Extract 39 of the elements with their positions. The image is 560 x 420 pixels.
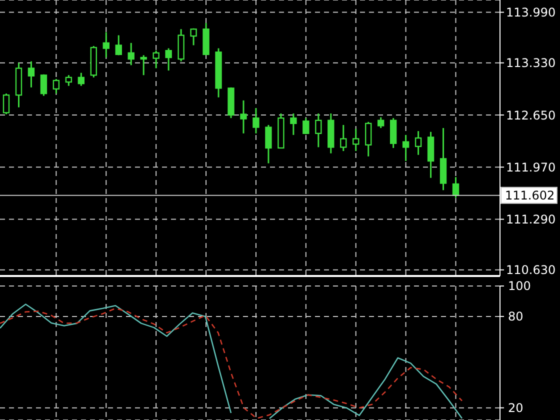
y-tick-label: 20 (508, 400, 524, 415)
candlestick (115, 34, 122, 56)
candlestick (290, 112, 297, 136)
candlestick (427, 131, 434, 179)
candlestick (102, 31, 110, 58)
candlestick (78, 72, 85, 87)
candlestick (128, 42, 134, 66)
candlestick (2, 92, 10, 115)
y-tick-label: 80 (508, 309, 524, 324)
candlestick (28, 60, 35, 88)
y-tick-label: 112.650 (506, 108, 556, 122)
candlestick (402, 134, 410, 162)
candlestick (302, 117, 310, 135)
candlestick (152, 50, 160, 69)
y-tick-label: 113.330 (506, 56, 556, 70)
candlestick (252, 107, 260, 134)
candlestick (452, 176, 460, 199)
candlestick (265, 124, 272, 164)
y-tick-label: 110.630 (506, 263, 556, 278)
y-tick-label: 113.990 (506, 6, 556, 20)
y-tick-label: 111.290 (506, 212, 556, 227)
ref-line-label: 111.602 (505, 188, 555, 202)
candlestick (178, 28, 184, 62)
candlestick (190, 28, 197, 46)
y-tick-label: 100 (508, 279, 531, 293)
candlestick (240, 100, 247, 134)
candlestick (315, 112, 322, 148)
candlestick (414, 130, 422, 156)
candlestick (65, 74, 72, 87)
y-tick-label: 111.970 (506, 160, 556, 174)
candlestick (340, 124, 347, 152)
candlestick (52, 78, 60, 94)
candlestick (40, 74, 48, 97)
candlestick (352, 128, 360, 152)
candlestick (140, 54, 147, 76)
candlestick (390, 117, 397, 149)
candlestick (165, 48, 172, 72)
candlestick (377, 116, 384, 129)
candlestick (365, 121, 372, 158)
